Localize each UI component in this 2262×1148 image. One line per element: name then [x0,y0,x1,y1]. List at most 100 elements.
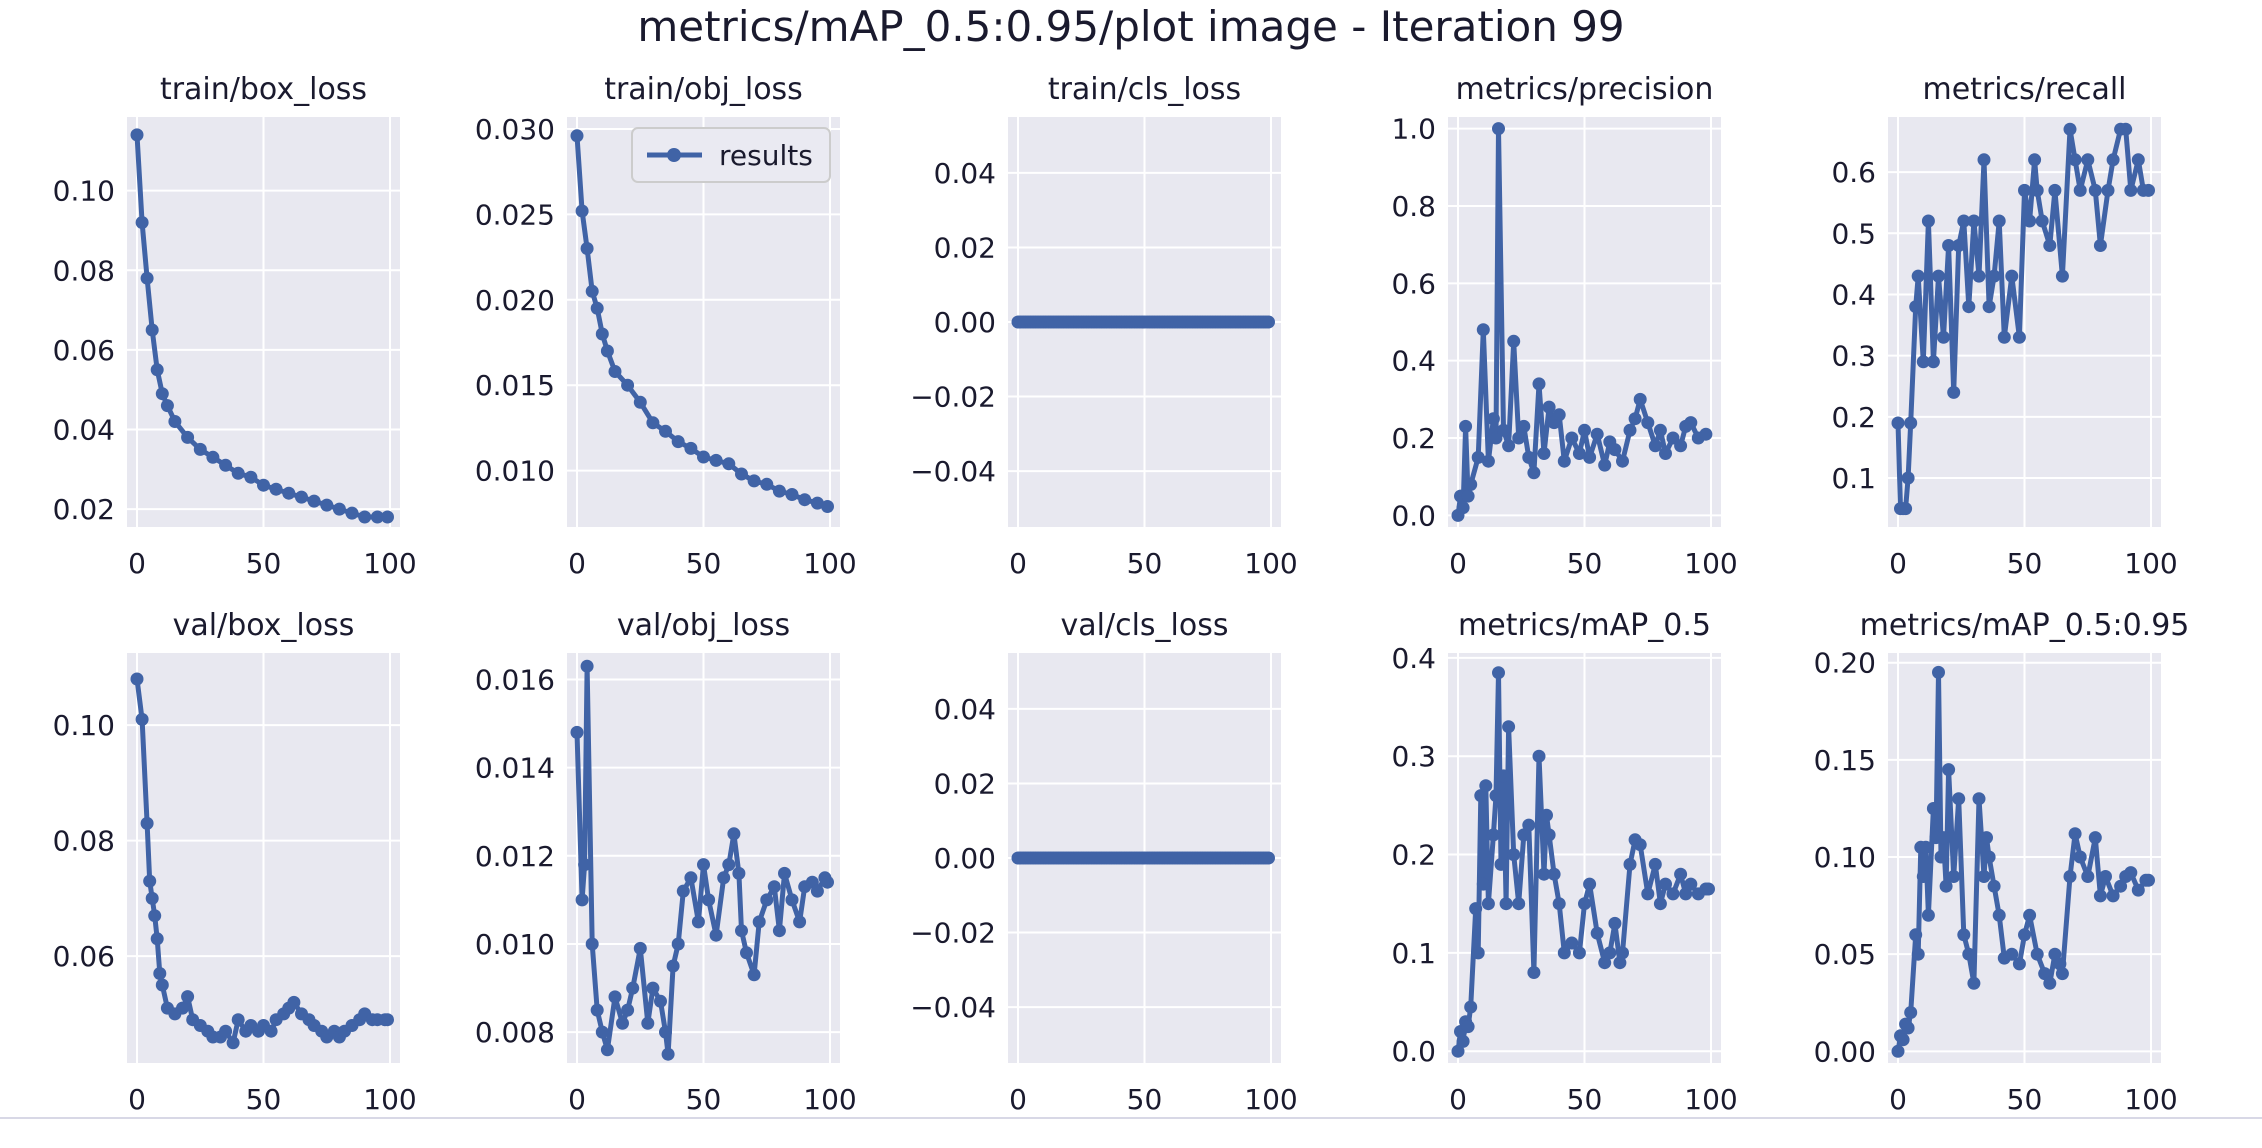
data-point [2124,866,2138,880]
data-point [760,893,774,907]
data-point [1972,269,1986,283]
data-point [135,216,149,229]
subplot-metrics-map-0-5: 0 50 100 0.0 0.1 0.2 0.3 0.4 metrics/mAP_0.5 [1391,608,1737,1116]
data-point [1537,447,1551,460]
y-tick-label: 0.08 [53,825,115,858]
y-tick-label: −0.02 [910,381,996,414]
data-point [135,712,149,726]
data-point [1674,439,1688,453]
data-point [578,858,592,872]
subplot-metrics-recall: 0 50 100 0.1 0.2 0.3 0.4 0.5 0.6 metrics/recall [1831,72,2177,580]
data-point [1572,447,1586,460]
data-point [1967,976,1981,990]
data-point [785,893,799,907]
data-point [1904,416,1918,430]
data-point [320,498,334,512]
x-tick-label: 100 [2124,547,2177,580]
data-point [1557,946,1571,960]
x-tick-label: 50 [246,1083,282,1116]
data-point [2005,269,2019,283]
y-tick-label: 0.10 [1814,841,1876,874]
data-point [130,128,144,142]
data-point [1957,214,1971,228]
data-point [155,387,169,401]
data-point [585,284,599,298]
data-point [130,672,144,686]
data-point [1992,214,2006,228]
data-point [1967,214,1981,228]
subplot-title: val/obj_loss [617,608,790,643]
data-point [1939,879,1953,893]
data-point [145,323,159,337]
data-point [193,442,207,456]
data-point [150,363,164,377]
data-point [282,486,296,500]
y-tick-label: 0.6 [1391,267,1436,300]
data-point [1684,877,1698,891]
subplot-metrics-map-0-5-0-95: 0 50 100 0.00 0.05 0.10 0.15 0.20 metrics/mAP_0.… [1814,608,2190,1116]
y-tick-label: 0.04 [934,693,996,726]
data-point [659,1025,672,1039]
data-point [1699,427,1713,441]
legend: results [631,127,831,183]
data-point [676,884,690,898]
data-point [735,467,748,481]
data-point [821,500,834,513]
y-tick-label: 0.012 [475,840,555,873]
data-point [2101,183,2115,197]
data-point [1653,423,1667,437]
data-point [1911,269,1925,283]
data-point [2106,153,2120,167]
data-point [1932,269,1945,283]
data-point [1992,908,2006,922]
data-point [2142,873,2155,887]
subplot-title: val/cls_loss [1061,608,1229,643]
x-tick-label: 0 [1449,547,1467,580]
data-point [654,994,667,1008]
data-point [1702,882,1715,896]
x-tick-label: 100 [803,547,856,580]
data-point [1590,427,1604,441]
data-point [798,493,812,507]
x-tick-label: 50 [1127,547,1163,580]
y-tick-label: 0.20 [1814,647,1876,680]
y-tick-label: 0.06 [53,940,115,973]
data-point [2035,214,2049,228]
y-tick-label: 0.8 [1391,190,1436,223]
data-point [1608,916,1622,930]
data-point [358,510,372,524]
data-point [1901,471,1915,485]
data-point [2030,183,2044,197]
data-point [702,893,716,907]
data-point [148,909,162,923]
y-tick-label: 0.3 [1831,340,1876,373]
data-point [1262,315,1275,329]
data-point [332,502,346,516]
data-point [1479,779,1493,793]
data-point [2023,908,2037,922]
data-point [1557,454,1571,468]
data-point [1932,665,1945,679]
x-tick-label: 0 [1449,1083,1467,1116]
data-point [621,1003,635,1017]
data-point [633,395,647,409]
data-point [1934,850,1948,864]
y-tick-label: 0.4 [1831,278,1876,311]
y-tick-label: 0.08 [53,254,115,287]
legend-label: results [719,139,813,172]
data-point [2063,870,2077,883]
y-tick-label: 0.4 [1391,642,1436,675]
y-tick-label: 0.014 [475,752,555,785]
data-point [1492,122,1505,136]
data-point [1461,489,1475,503]
y-tick-label: 0.02 [934,231,996,264]
data-point [810,496,824,510]
data-point [307,494,321,508]
data-point [206,450,220,464]
data-point [646,981,660,995]
subplot-title: val/box_loss [173,608,355,643]
data-point [1899,502,1913,516]
data-point [181,430,195,444]
x-tick-label: 0 [1009,1083,1027,1116]
